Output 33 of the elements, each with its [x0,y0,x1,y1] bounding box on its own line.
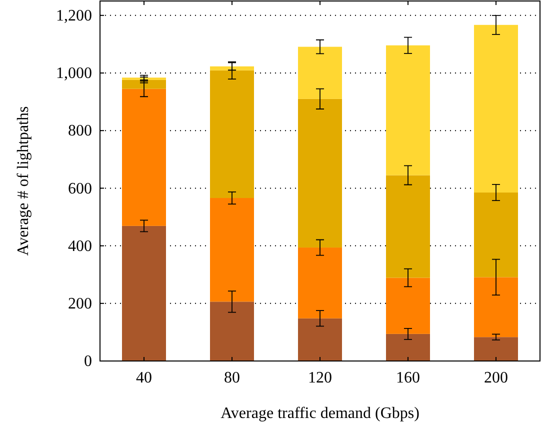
y-tick-label: 400 [68,238,92,255]
bar [474,24,518,193]
bar [298,98,342,248]
bar [386,278,430,334]
bar [122,88,166,226]
x-tick-label: 40 [136,369,152,386]
bar [298,46,342,99]
y-tick-label: 1,000 [56,65,92,82]
y-tick-label: 800 [68,122,92,140]
bar [474,192,518,278]
bar [298,318,342,361]
bar [386,175,430,278]
y-axis-title: Average # of lightpaths [15,106,32,256]
y-tick-label: 200 [68,296,92,313]
x-tick-label: 200 [484,369,508,386]
bar [210,70,254,198]
y-tick-label: 1,200 [56,8,92,25]
y-tick-label: 600 [68,180,92,198]
bar [122,80,166,89]
bar [210,66,254,70]
bar [122,226,166,361]
x-tick-label: 80 [224,369,240,386]
x-axis-title: Average traffic demand (Gbps) [220,405,420,422]
bar [474,277,518,338]
bar [298,248,342,318]
x-tick-label: 160 [396,369,420,386]
y-tick-label: 0 [84,353,92,370]
bar [210,302,254,361]
bar [386,45,430,176]
bar [474,337,518,361]
x-tick-label: 120 [308,369,332,386]
bar [386,334,430,361]
bar [210,198,254,302]
